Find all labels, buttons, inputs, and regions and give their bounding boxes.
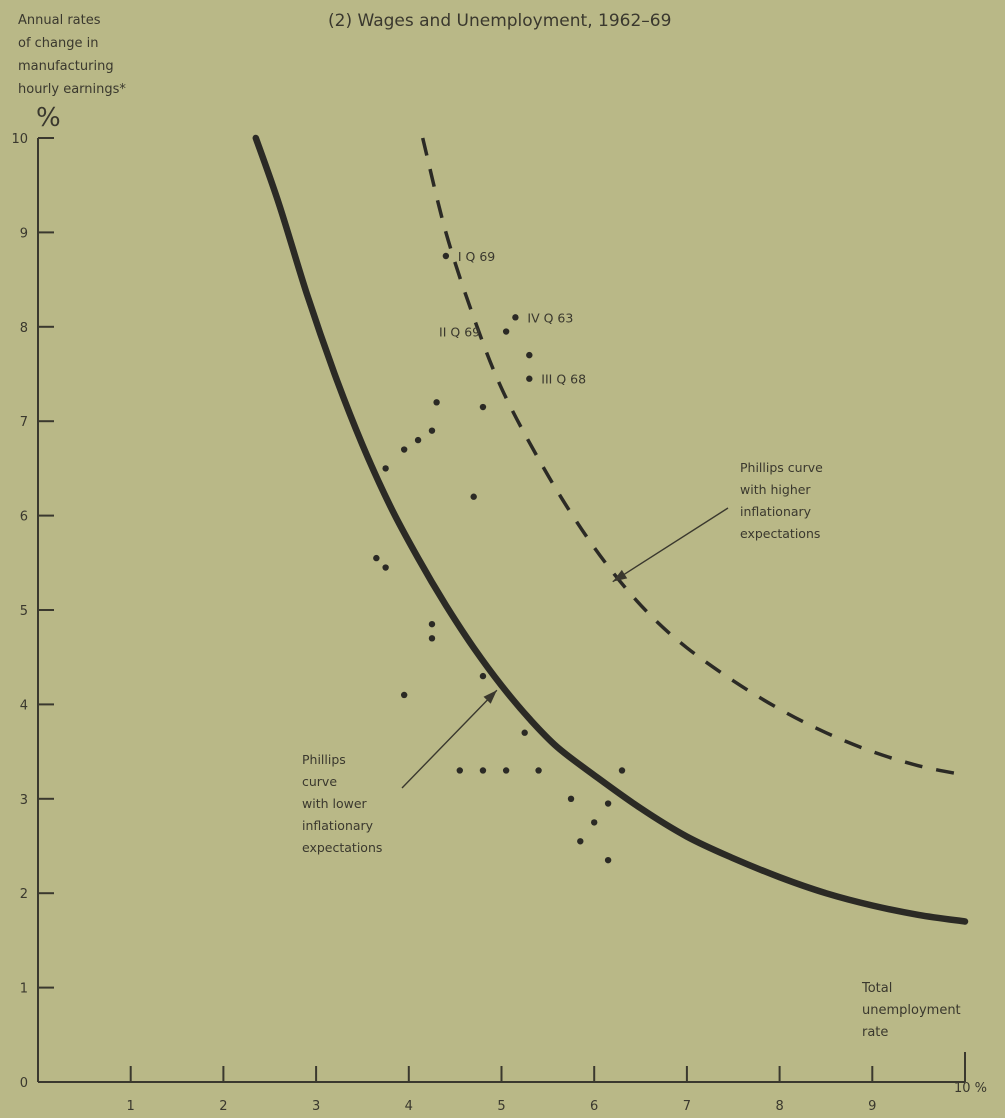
data-point (428, 427, 436, 434)
data-point (433, 399, 440, 406)
annotation-text: with higher (740, 482, 811, 497)
data-point (577, 838, 584, 845)
data-point (373, 554, 380, 562)
phillips-curve-higher-expectations (421, 137, 966, 777)
data-point (400, 691, 408, 699)
data-point (428, 620, 436, 628)
y-tick-label: 5 (20, 604, 28, 619)
x-tick-label: 3 (312, 1099, 320, 1114)
data-point (526, 375, 533, 382)
annotation-arrow-line (612, 507, 729, 583)
data-point (442, 252, 450, 260)
data-point (382, 465, 389, 472)
x-tick-label: 4 (405, 1099, 413, 1114)
y-axis-label-line-1: Annual rates (18, 13, 101, 28)
y-axis-label-line-4: hourly earnings* (18, 82, 126, 97)
data-point (591, 819, 598, 826)
point-label: I Q 69 (458, 249, 495, 264)
data-point (502, 328, 510, 335)
data-point (512, 314, 519, 321)
data-point (479, 403, 487, 411)
x-tick-label: 7 (683, 1099, 691, 1114)
data-point (470, 493, 477, 500)
phillips-curve-lower-expectations (252, 134, 969, 925)
x-tick-label: 9 (868, 1099, 876, 1114)
x-tick-label: 2 (219, 1099, 227, 1114)
data-point (428, 635, 436, 642)
x-tick-label: 8 (775, 1099, 783, 1114)
annotation-text: Phillips curve (740, 460, 823, 475)
y-tick-label: 7 (20, 415, 28, 430)
y-axis-label-line-3: manufacturing (18, 59, 114, 74)
y-tick-label: 10 (11, 132, 28, 147)
y-tick-label: 6 (20, 510, 28, 525)
data-point (604, 800, 612, 807)
annotations: Phillips curve with higher inflationary exp… (302, 460, 823, 855)
data-point (479, 767, 487, 774)
annotation-text: inflationary (740, 504, 812, 519)
annotation-text: inflationary (302, 818, 374, 833)
x-axis-label-line-1: Total (861, 981, 892, 996)
y-axis-label-line-2: of change in (18, 36, 99, 51)
annotation-text: expectations (302, 840, 382, 855)
y-tick-label: 4 (20, 698, 28, 713)
annotation-arrowhead (483, 690, 497, 704)
x-axis-label-line-3: rate (862, 1025, 888, 1040)
annotation-arrowhead (612, 569, 628, 582)
data-point (502, 767, 510, 774)
annotation-text: Phillips (302, 752, 346, 767)
y-tick-label: 1 (20, 982, 28, 997)
point-label: II Q 69 (439, 325, 480, 340)
x-tick-label: 6 (590, 1099, 598, 1114)
point-label: IV Q 63 (527, 310, 573, 325)
data-point (400, 446, 408, 453)
point-label: III Q 68 (541, 372, 586, 387)
y-tick-label: 2 (20, 887, 28, 902)
data-point (526, 351, 533, 359)
data-point (456, 767, 463, 774)
data-point (618, 767, 626, 774)
y-tick-label: 3 (20, 793, 28, 808)
annotation-text: with lower (302, 796, 368, 811)
data-point (479, 672, 487, 680)
data-point (382, 564, 389, 571)
annotation-arrow-line (401, 689, 498, 789)
data-point (567, 795, 575, 802)
y-tick-label: 0 (20, 1076, 28, 1091)
data-point (604, 856, 612, 864)
data-point (414, 436, 422, 444)
data-point (535, 767, 542, 774)
y-tick-label: 9 (20, 226, 28, 241)
x-tick-label: 5 (497, 1099, 505, 1114)
x-axis-end-label: 10 % (954, 1081, 987, 1096)
x-axis-label-line-2: unemployment (862, 1003, 961, 1018)
annotation-text: expectations (740, 526, 820, 541)
annotation-text: curve (302, 774, 337, 789)
axes: 0 1 2 3 4 5 6 7 8 9 10 1 2 3 4 5 6 7 8 9 (11, 132, 966, 1114)
data-points: I Q 69 IV Q 63 II Q 69 III Q 68 (373, 249, 626, 864)
data-point (521, 729, 528, 736)
x-tick-label: 1 (127, 1099, 135, 1114)
chart-title: (2) Wages and Unemployment, 1962–69 (328, 11, 671, 31)
curves (252, 134, 969, 925)
y-tick-label: 8 (20, 321, 28, 336)
y-axis-unit: % (36, 103, 61, 133)
